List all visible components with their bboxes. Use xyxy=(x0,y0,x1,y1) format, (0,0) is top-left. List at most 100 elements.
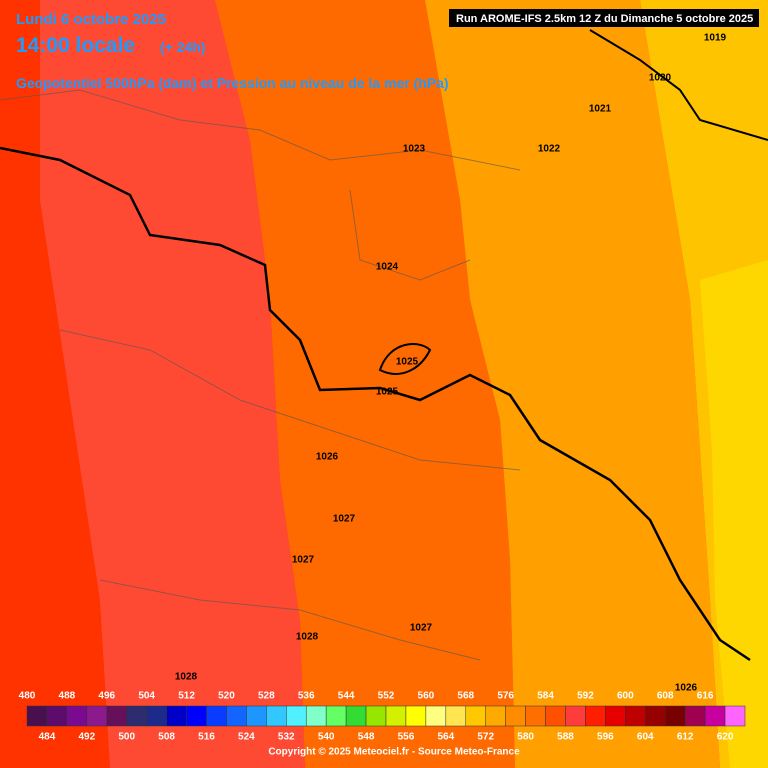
legend-swatch xyxy=(186,705,207,727)
legend-swatch xyxy=(585,705,606,727)
legend-tick-label: 484 xyxy=(39,732,56,743)
border xyxy=(589,29,768,141)
band xyxy=(700,260,768,768)
legend-tick-label: 592 xyxy=(577,691,594,702)
isobar-label: 1028 xyxy=(175,672,198,683)
legend-tick-label: 612 xyxy=(677,732,694,743)
legend-swatch xyxy=(325,705,347,727)
legend-swatch xyxy=(305,705,327,727)
legend-swatch xyxy=(146,705,167,727)
isobar-label: 1022 xyxy=(538,144,561,155)
legend-swatch xyxy=(485,705,506,727)
legend-tick-label: 572 xyxy=(477,732,494,743)
legend-tick-label: 520 xyxy=(218,691,235,702)
isobar-label: 1025 xyxy=(396,357,419,368)
legend-tick-label: 596 xyxy=(597,732,614,743)
legend-tick-label: 524 xyxy=(238,732,255,743)
legend-swatch xyxy=(545,705,566,727)
legend-swatch xyxy=(565,705,586,727)
legend-swatch xyxy=(345,705,367,727)
legend-tick-label: 540 xyxy=(318,732,335,743)
band xyxy=(425,0,720,768)
legend-swatch xyxy=(385,705,407,727)
legend-swatch xyxy=(166,705,187,727)
isobar-label: 1021 xyxy=(589,104,612,115)
legend-tick-label: 528 xyxy=(258,691,275,702)
legend-swatch xyxy=(266,705,287,727)
legend-swatch xyxy=(625,705,646,727)
legend-tick-label: 500 xyxy=(118,732,135,743)
legend-tick-label: 588 xyxy=(557,732,574,743)
legend-swatch xyxy=(26,705,48,727)
band xyxy=(215,0,515,768)
band xyxy=(40,0,305,768)
legend-swatch xyxy=(405,705,427,727)
legend-swatch xyxy=(46,705,68,727)
isobar-label: 1019 xyxy=(704,33,727,44)
legend-swatch xyxy=(465,705,486,727)
legend-swatch xyxy=(605,705,626,727)
legend-swatch xyxy=(206,705,227,727)
isobar-label: 1024 xyxy=(376,262,399,273)
legend-swatch xyxy=(645,705,666,727)
legend-tick-label: 552 xyxy=(378,691,395,702)
run-bg xyxy=(449,9,759,27)
isobar-label: 1028 xyxy=(296,632,319,643)
legend-tick-label: 608 xyxy=(657,691,674,702)
legend-tick-label: 548 xyxy=(358,732,375,743)
run-label: Run AROME-IFS 2.5km 12 Z du Dimanche 5 o… xyxy=(456,13,753,25)
isobar-label: 1023 xyxy=(403,144,426,155)
legend-swatch xyxy=(525,705,546,727)
legend-tick-label: 480 xyxy=(19,691,36,702)
legend-tick-label: 492 xyxy=(78,732,95,743)
legend-tick-label: 512 xyxy=(178,691,195,702)
legend-swatch xyxy=(86,705,108,727)
legend-tick-label: 496 xyxy=(98,691,115,702)
legend-swatch xyxy=(66,705,88,727)
legend-swatch xyxy=(246,705,267,727)
legend-swatch xyxy=(106,705,127,727)
legend-tick-label: 564 xyxy=(437,732,454,743)
regions xyxy=(0,89,521,661)
border xyxy=(0,146,751,662)
legend-tick-label: 556 xyxy=(398,732,415,743)
legend-tick-label: 604 xyxy=(637,732,654,743)
legend-swatch xyxy=(286,705,307,727)
legend-tick-label: 584 xyxy=(537,691,554,702)
legend-tick-label: 508 xyxy=(158,732,175,743)
legend-tick-label: 576 xyxy=(497,691,514,702)
lead: (+ 24h) xyxy=(160,39,206,55)
legend-swatch xyxy=(684,705,706,727)
legend-tick-label: 568 xyxy=(457,691,474,702)
legend-tick-label: 532 xyxy=(278,732,295,743)
copyright: Copyright © 2025 Meteociel.fr - Source M… xyxy=(268,747,520,758)
subtitle: Geopotentiel 500hPa (dam) et Pression au… xyxy=(16,75,449,91)
legend-swatch xyxy=(425,705,447,727)
legend-tick-label: 580 xyxy=(517,732,534,743)
legend-tick-label: 560 xyxy=(418,691,435,702)
legend-swatch xyxy=(724,705,746,727)
isobar-label: 1027 xyxy=(292,555,315,566)
time: 14:00 locale xyxy=(16,34,135,57)
legend-tick-label: 600 xyxy=(617,691,634,702)
isobar-label: 1026 xyxy=(675,683,698,694)
legend-swatch xyxy=(365,705,387,727)
legend-tick-label: 516 xyxy=(198,732,215,743)
legend-tick-label: 544 xyxy=(338,691,355,702)
isobar-label: 1027 xyxy=(333,514,356,525)
legend-swatch xyxy=(445,705,467,727)
legend-swatch xyxy=(226,705,247,727)
legend-swatch xyxy=(505,705,526,727)
legend-tick-label: 504 xyxy=(138,691,155,702)
isobar-label: 1025 xyxy=(376,387,399,398)
legend-tick-label: 616 xyxy=(697,691,714,702)
date: Lundi 6 octobre 2025 xyxy=(16,11,166,28)
legend-tick-label: 536 xyxy=(298,691,315,702)
legend-swatch xyxy=(126,705,147,727)
legend-swatch xyxy=(664,705,686,727)
lake xyxy=(378,343,432,375)
isobar-label: 1020 xyxy=(649,73,672,84)
isobar-label: 1026 xyxy=(316,452,339,463)
